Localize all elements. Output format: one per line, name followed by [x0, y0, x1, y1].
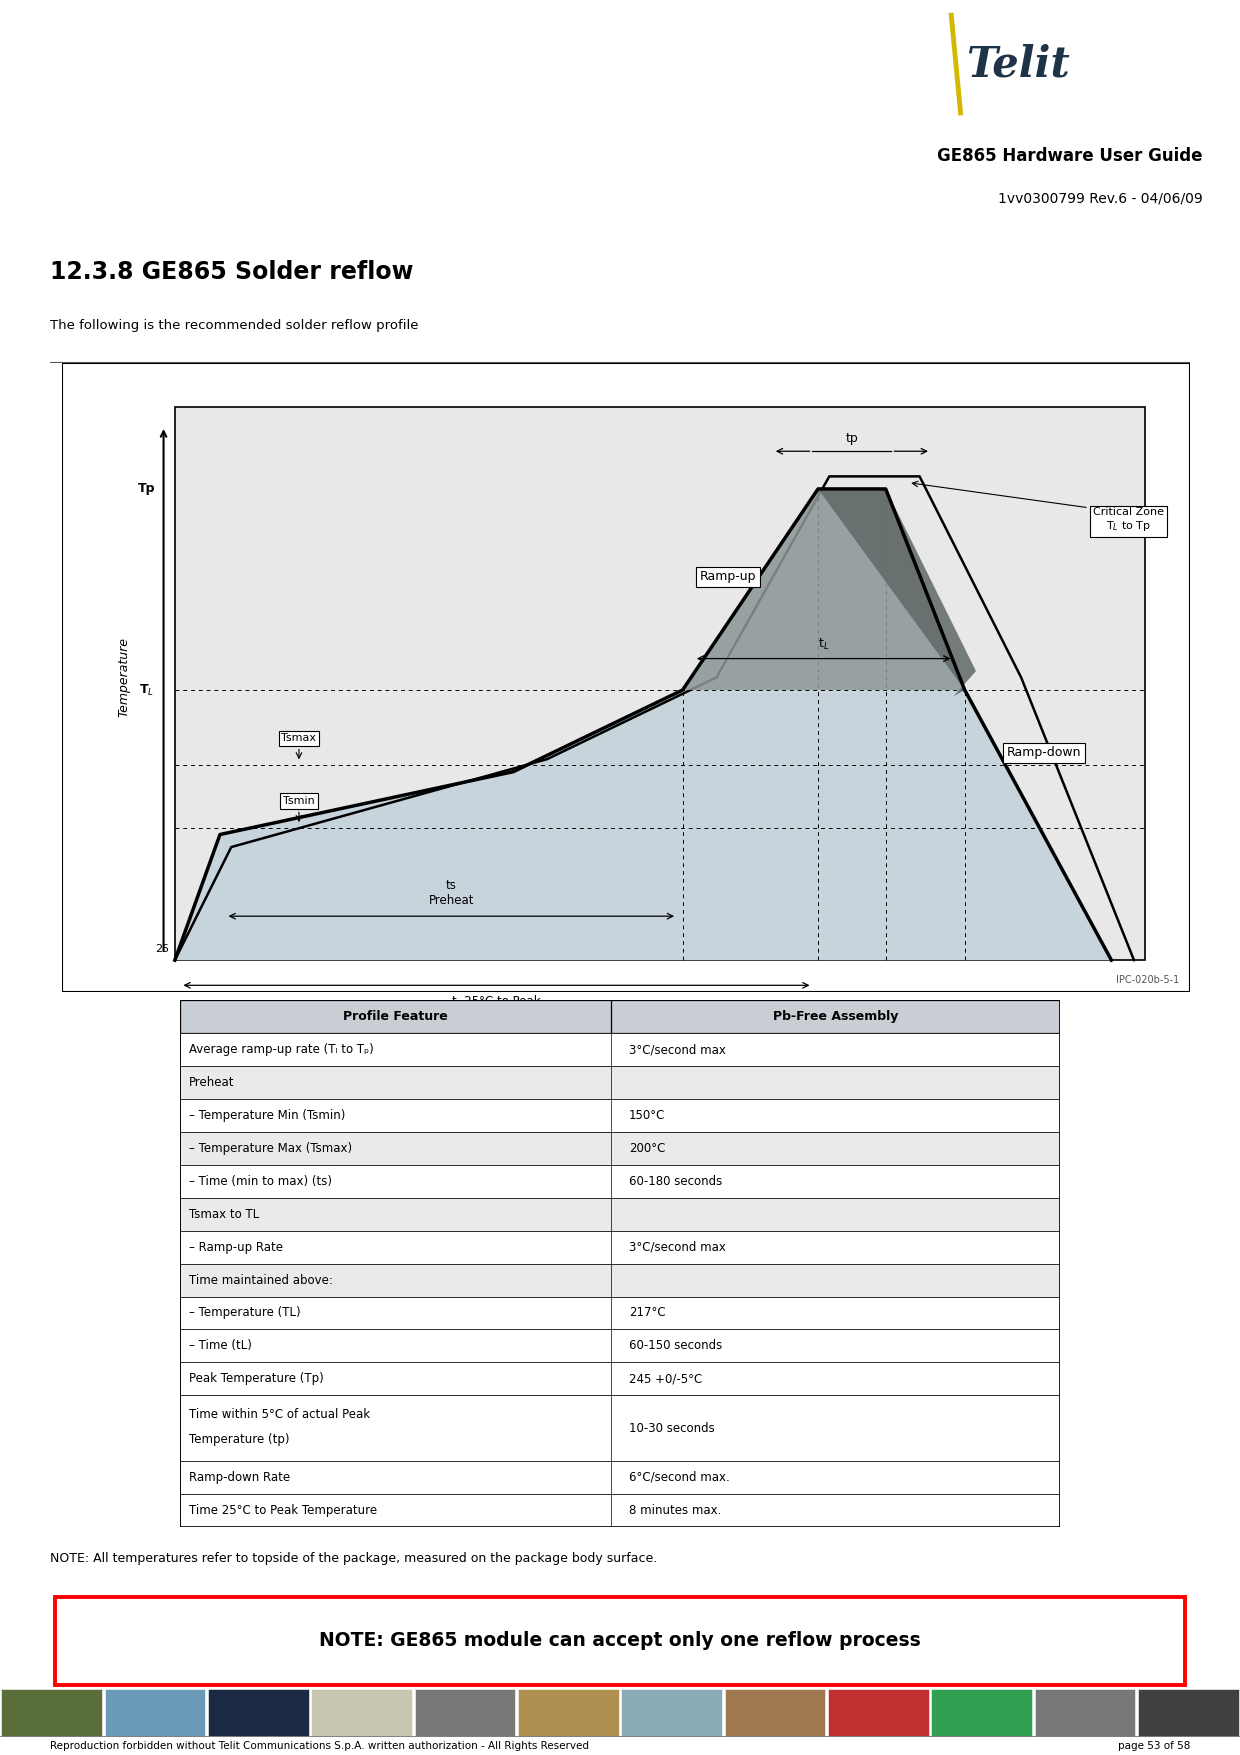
Text: 10-30 seconds: 10-30 seconds	[629, 1422, 714, 1434]
Bar	[180, 1199, 1060, 1230]
Text: Average ramp-up rate (Tₗ to Tₚ): Average ramp-up rate (Tₗ to Tₚ)	[188, 1042, 373, 1057]
Bar	[724, 1690, 826, 1736]
Text: 60-180 seconds: 60-180 seconds	[629, 1174, 722, 1188]
Text: Pb-Free Assembly: Pb-Free Assembly	[773, 1011, 899, 1023]
Bar	[208, 1690, 309, 1736]
Bar	[104, 1690, 206, 1736]
Text: Temperature (tp): Temperature (tp)	[188, 1434, 289, 1446]
Bar	[180, 1297, 1060, 1330]
Text: t$_L$: t$_L$	[818, 637, 830, 653]
Text: Time  ⇒: Time ⇒	[641, 1027, 724, 1044]
Text: Profile Feature: Profile Feature	[343, 1011, 448, 1023]
Text: – Temperature Max (Tsmax): – Temperature Max (Tsmax)	[188, 1143, 352, 1155]
Text: Preheat: Preheat	[188, 1076, 234, 1090]
Text: Reproduction forbidden without Telit Communications S.p.A. written authorization: Reproduction forbidden without Telit Com…	[50, 1741, 589, 1751]
Text: Time 25°C to Peak Temperature: Time 25°C to Peak Temperature	[188, 1504, 377, 1516]
Text: ts
Preheat: ts Preheat	[429, 879, 474, 907]
Text: Time maintained above:: Time maintained above:	[188, 1274, 332, 1286]
Text: Ramp-down: Ramp-down	[1007, 746, 1081, 760]
Text: 1vv0300799 Rev.6 - 04/06/09: 1vv0300799 Rev.6 - 04/06/09	[998, 191, 1203, 205]
Polygon shape	[818, 490, 976, 697]
Bar	[180, 1230, 1060, 1264]
Text: 245 +0/-5°C: 245 +0/-5°C	[629, 1372, 702, 1385]
Bar	[1, 1690, 102, 1736]
Text: Ramp-up: Ramp-up	[699, 570, 756, 583]
Text: wireless: wireless	[1137, 33, 1193, 47]
Text: IPC-020b-5-1: IPC-020b-5-1	[1116, 976, 1179, 985]
Text: – Time (tL): – Time (tL)	[188, 1339, 252, 1353]
Text: 3°C/second max: 3°C/second max	[629, 1042, 725, 1057]
Bar	[175, 407, 1146, 960]
Text: T$_L$: T$_L$	[139, 683, 154, 697]
Text: GE865 Hardware User Guide: GE865 Hardware User Guide	[937, 147, 1203, 165]
Text: Tsmax: Tsmax	[281, 734, 316, 744]
Bar	[180, 1362, 1060, 1395]
Bar	[180, 1132, 1060, 1165]
Bar	[180, 1264, 1060, 1297]
Bar	[1034, 1690, 1136, 1736]
Text: – Temperature Min (Tsmin): – Temperature Min (Tsmin)	[188, 1109, 345, 1121]
Text: 200°C: 200°C	[629, 1143, 665, 1155]
Text: Tsmax to TL: Tsmax to TL	[188, 1207, 259, 1221]
Text: 12.3.8 GE865 Solder reflow: 12.3.8 GE865 Solder reflow	[50, 260, 413, 284]
Text: NOTE: GE865 module can accept only one reflow process: NOTE: GE865 module can accept only one r…	[319, 1632, 921, 1650]
Text: 60-150 seconds: 60-150 seconds	[629, 1339, 722, 1353]
Polygon shape	[175, 490, 1111, 960]
Text: NOTE: All temperatures refer to topside of the package, measured on the package : NOTE: All temperatures refer to topside …	[50, 1551, 657, 1565]
Bar	[180, 1000, 1060, 1034]
Bar	[1138, 1690, 1239, 1736]
Text: The following is the recommended solder reflow profile: The following is the recommended solder …	[50, 319, 418, 332]
Bar	[180, 1395, 1060, 1460]
Text: 8 minutes max.: 8 minutes max.	[629, 1504, 722, 1516]
Bar	[180, 1165, 1060, 1199]
Bar	[414, 1690, 516, 1736]
Text: Critical Zone
T$_L$ to Tp: Critical Zone T$_L$ to Tp	[1092, 507, 1164, 534]
Text: Ramp-down Rate: Ramp-down Rate	[188, 1471, 290, 1485]
Text: 3°C/second max: 3°C/second max	[629, 1241, 725, 1253]
Text: – Ramp-up Rate: – Ramp-up Rate	[188, 1241, 283, 1253]
Text: 217°C: 217°C	[629, 1306, 666, 1320]
Text: 25: 25	[155, 944, 169, 955]
Text: 6°C/second max.: 6°C/second max.	[629, 1471, 729, 1485]
Bar	[180, 1034, 1060, 1067]
Text: t  25°C to Peak: t 25°C to Peak	[453, 995, 541, 1007]
Text: – Temperature (TL): – Temperature (TL)	[188, 1306, 300, 1320]
Bar	[621, 1690, 722, 1736]
Bar	[180, 1494, 1060, 1527]
Text: tp: tp	[846, 432, 858, 446]
Bar	[180, 1067, 1060, 1099]
Bar	[180, 1099, 1060, 1132]
Text: Time within 5°C of actual Peak: Time within 5°C of actual Peak	[188, 1409, 370, 1422]
Text: Peak Temperature (Tp): Peak Temperature (Tp)	[188, 1372, 324, 1385]
Bar	[518, 1690, 619, 1736]
Bar	[311, 1690, 412, 1736]
Text: page 53 of 58: page 53 of 58	[1118, 1741, 1190, 1751]
Text: Tp: Tp	[138, 483, 155, 495]
Bar	[828, 1690, 929, 1736]
Bar	[931, 1690, 1032, 1736]
Bar	[180, 1330, 1060, 1362]
Polygon shape	[682, 490, 965, 690]
Text: Telit: Telit	[966, 44, 1069, 84]
Text: solutions: solutions	[1137, 81, 1199, 95]
Text: 150°C: 150°C	[629, 1109, 665, 1121]
Bar	[180, 1460, 1060, 1494]
Text: Tsmin: Tsmin	[283, 797, 315, 806]
Text: – Time (min to max) (ts): – Time (min to max) (ts)	[188, 1174, 331, 1188]
Text: Temperature: Temperature	[118, 637, 130, 718]
